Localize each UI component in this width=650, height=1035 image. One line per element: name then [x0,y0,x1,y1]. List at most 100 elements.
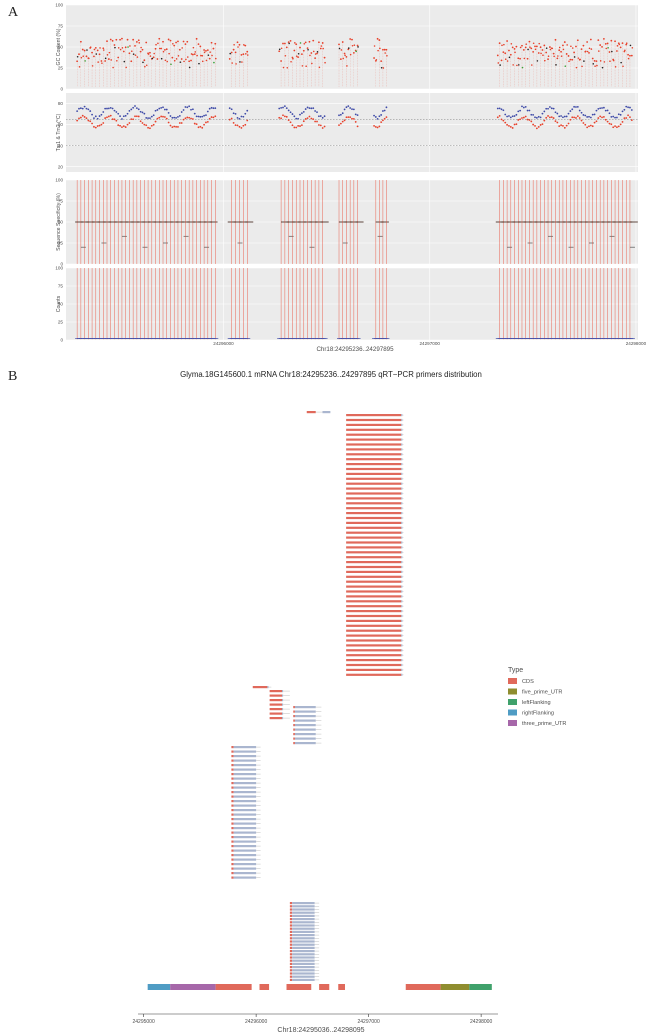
primer-reverse-bar [401,614,403,618]
gc-point [213,61,215,64]
tm1-point [113,109,116,112]
gc-point [530,47,533,50]
tm1-point [167,111,170,114]
tm2-point [93,125,95,128]
tm1-point [376,117,379,120]
tm1-point [150,115,153,118]
tm1-point [625,105,628,108]
tm2-point [78,117,80,120]
gc-point [134,44,136,47]
tm1-point [197,115,200,118]
primer-forward-bar [346,556,402,559]
gc-point [553,55,555,58]
gc-point [145,41,148,44]
primer-forward-bar [346,600,402,603]
tm1-point [575,106,577,108]
panel-b-title: Glyma.18G145600.1 mRNA Chr18:24295236..2… [180,370,482,379]
gc-point [606,42,609,45]
tm1-point [339,113,342,116]
gc-point [535,45,538,48]
gc-point [516,64,518,67]
gc-point [586,50,589,53]
tm2-point [126,123,129,126]
primer-reverse-bar [401,512,403,515]
legend-label-rightFlanking: rightFlanking [522,711,554,717]
tm1-point [83,105,86,108]
tm2-point [528,119,531,121]
gc-point [81,48,84,51]
gc-point [94,46,97,49]
primer-forward-bar [289,924,293,927]
facet-3-y-tick-label: 25 [58,320,64,325]
tm1-point [111,107,114,110]
primer-forward-bar [346,443,402,446]
primer-forward-bar [231,836,234,839]
gc-point [300,53,303,56]
gc-point [316,51,319,53]
tm1-point [502,109,505,112]
gc-point [155,43,157,46]
tm1-point [550,107,553,110]
primer-forward-bar [289,911,293,914]
tm1-point [532,113,535,116]
tm2-point [509,125,512,128]
gc-point [580,48,583,50]
primer-reverse-bar [233,840,257,843]
tm2-point [135,115,138,118]
gc-point [111,39,114,42]
facet-0-y-axis-label: GC Content (%) [56,28,62,65]
gc-point [312,50,315,53]
primer-forward-bar [346,521,402,524]
tm2-point [524,115,527,118]
tm1-point [162,106,164,109]
tm1-point [126,112,129,115]
primer-forward-bar [346,477,402,480]
gc-point [382,48,384,51]
primer-forward-bar [346,453,402,456]
tm1-point [321,116,324,119]
primer-forward-bar [346,502,402,505]
tm2-point [321,127,324,129]
gc-point [149,51,151,54]
primer-forward-bar [231,791,234,794]
tm2-point [160,115,163,118]
tm2-point [191,118,194,120]
tm1-point [606,109,609,112]
primer-forward-bar [231,858,234,861]
tm1-point [619,113,622,116]
tm2-point [349,116,352,119]
primer-forward-bar [306,411,316,414]
gene-feature-CDS [319,984,330,990]
primer-forward-bar [289,918,293,921]
primer-reverse-bar [292,934,315,937]
tm1-point [214,107,217,110]
gc-point [237,46,239,48]
tm2-point [545,116,548,119]
tm1-point [282,106,284,109]
tm2-point [534,125,536,127]
gc-point [353,44,356,46]
tm1-point [526,109,529,112]
primer-forward-bar [289,978,293,981]
gc-point [323,56,326,59]
primer-reverse-bar [233,768,257,771]
gc-point [504,58,507,61]
primer-forward-bar [252,686,268,689]
primer-forward-bar [289,946,293,949]
primer-forward-bar [346,585,402,588]
primer-forward-bar [231,818,234,821]
primer-forward-bar [289,937,293,940]
primer-forward-bar [346,624,402,627]
primer-forward-bar [346,551,402,554]
tm2-point [214,115,217,118]
gc-point [373,57,375,59]
tm1-point [177,116,179,118]
tm1-point [310,107,313,110]
legend-swatch-five_prime_UTR [508,688,517,695]
tm2-point [299,125,301,127]
gc-point [156,58,159,60]
tm1-point [145,117,148,119]
primer-reverse-bar [401,663,403,667]
tm1-point [535,116,538,119]
gc-point [282,42,284,45]
